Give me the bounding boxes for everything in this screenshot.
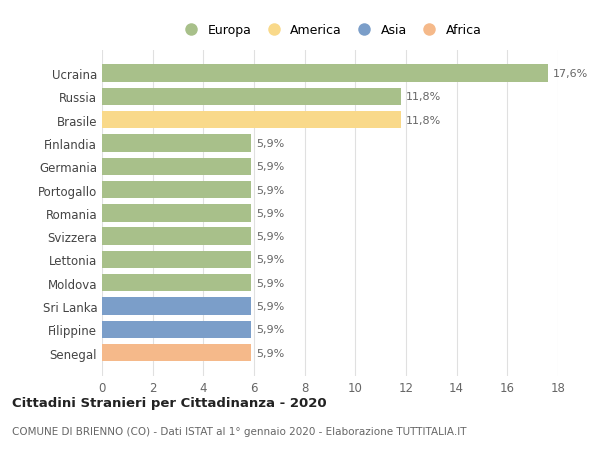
- Text: Cittadini Stranieri per Cittadinanza - 2020: Cittadini Stranieri per Cittadinanza - 2…: [12, 396, 326, 409]
- Text: 5,9%: 5,9%: [257, 302, 285, 311]
- Text: 5,9%: 5,9%: [257, 139, 285, 149]
- Bar: [102, 158, 251, 176]
- Bar: [102, 65, 548, 83]
- Text: 11,8%: 11,8%: [406, 116, 441, 125]
- Text: 5,9%: 5,9%: [257, 255, 285, 265]
- Legend: Europa, America, Asia, Africa: Europa, America, Asia, Africa: [179, 24, 481, 37]
- Text: 17,6%: 17,6%: [553, 69, 588, 79]
- Bar: [102, 89, 401, 106]
- Text: COMUNE DI BRIENNO (CO) - Dati ISTAT al 1° gennaio 2020 - Elaborazione TUTTITALIA: COMUNE DI BRIENNO (CO) - Dati ISTAT al 1…: [12, 426, 467, 436]
- Text: 5,9%: 5,9%: [257, 278, 285, 288]
- Text: 5,9%: 5,9%: [257, 208, 285, 218]
- Bar: [102, 205, 251, 222]
- Text: 11,8%: 11,8%: [406, 92, 441, 102]
- Text: 5,9%: 5,9%: [257, 232, 285, 241]
- Bar: [102, 135, 251, 152]
- Bar: [102, 344, 251, 362]
- Text: 5,9%: 5,9%: [257, 185, 285, 195]
- Text: 5,9%: 5,9%: [257, 348, 285, 358]
- Bar: [102, 298, 251, 315]
- Text: 5,9%: 5,9%: [257, 325, 285, 335]
- Bar: [102, 181, 251, 199]
- Bar: [102, 228, 251, 246]
- Bar: [102, 251, 251, 269]
- Text: 5,9%: 5,9%: [257, 162, 285, 172]
- Bar: [102, 112, 401, 129]
- Bar: [102, 274, 251, 292]
- Bar: [102, 321, 251, 338]
